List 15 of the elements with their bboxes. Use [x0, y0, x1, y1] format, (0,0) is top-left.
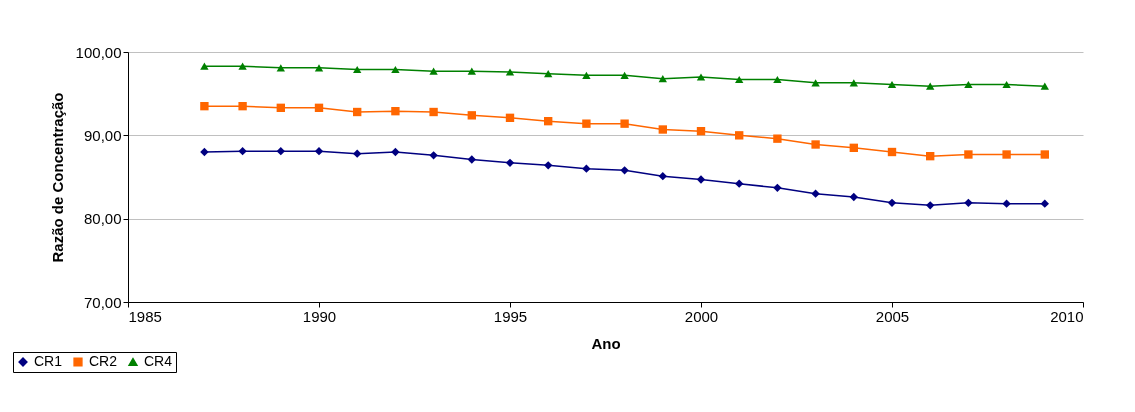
legend-label: CR1	[34, 353, 63, 369]
x-tick-label: 2000	[684, 307, 719, 325]
y-tick-label: 100,00	[75, 43, 122, 61]
x-axis-title: Ano	[591, 334, 621, 352]
x-tick-label: 2010	[1050, 307, 1084, 325]
x-tick-label: 1990	[302, 307, 337, 325]
y-tick-label: 80,00	[83, 210, 122, 228]
y-axis-title: Razão de Concentração	[48, 92, 66, 263]
x-tick-label: 1995	[493, 307, 528, 325]
y-tick-label: 70,00	[83, 293, 122, 311]
legend-label: CR2	[89, 353, 118, 369]
y-tick-label: 90,00	[83, 126, 122, 144]
x-tick-label: 2005	[875, 307, 910, 325]
x-tick-label: 1985	[128, 307, 162, 325]
legend-label: CR4	[144, 353, 173, 369]
